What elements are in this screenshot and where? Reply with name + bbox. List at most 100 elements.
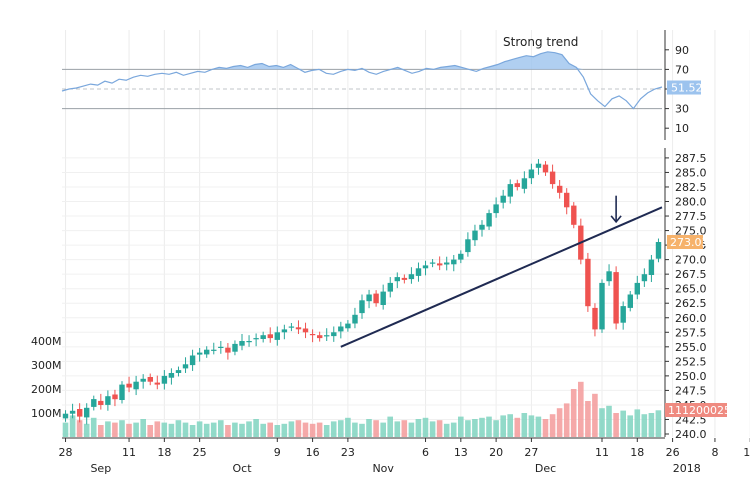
price-tick-label: 285.0 bbox=[675, 166, 707, 179]
candle-body bbox=[655, 242, 662, 259]
volume-bar bbox=[592, 393, 598, 437]
breakdown-arrow bbox=[610, 195, 622, 224]
x-month-label: Dec bbox=[535, 462, 556, 475]
candle-body bbox=[429, 262, 436, 264]
x-tick-label: 11 bbox=[595, 446, 609, 459]
price-tick-label: 240.0 bbox=[675, 428, 707, 441]
volume-bar bbox=[521, 413, 528, 437]
candle-body bbox=[408, 274, 415, 280]
volume-axis: 400M 300M 200M 100M bbox=[31, 335, 62, 420]
volume-bar bbox=[105, 421, 111, 437]
rsi-overbought-fill bbox=[62, 51, 662, 70]
volume-bar bbox=[323, 425, 330, 437]
candle-body bbox=[218, 346, 224, 348]
grid-lines bbox=[62, 30, 750, 437]
candle-body bbox=[359, 300, 365, 314]
volume-current-value: 111200025 bbox=[668, 404, 731, 417]
volume-bar bbox=[62, 422, 69, 437]
candle-body bbox=[592, 307, 598, 330]
rsi-tick-label: 30 bbox=[675, 103, 689, 116]
volume-tick-label: 400M bbox=[31, 335, 62, 348]
volume-bar bbox=[246, 421, 252, 437]
volume-bar bbox=[648, 413, 655, 437]
volume-bar bbox=[295, 420, 302, 437]
x-month-label: Sep bbox=[90, 462, 111, 475]
volume-current-badge bbox=[665, 403, 727, 417]
volume-bar bbox=[338, 420, 344, 437]
price-tick-label: 270.0 bbox=[675, 254, 707, 267]
arrow-head bbox=[610, 215, 622, 224]
volume-bar bbox=[500, 415, 506, 437]
volume-bar bbox=[507, 414, 513, 437]
candle-body bbox=[62, 413, 69, 419]
volume-bar bbox=[112, 422, 118, 437]
candle-body bbox=[486, 213, 492, 227]
candle-body bbox=[168, 373, 175, 378]
volume-bar bbox=[239, 423, 245, 437]
price-tick-label: 287.5 bbox=[675, 152, 707, 165]
candle-body bbox=[549, 171, 556, 185]
x-tick-label: 18 bbox=[157, 446, 171, 459]
candle-body bbox=[69, 410, 76, 414]
volume-bar bbox=[458, 416, 464, 437]
volume-bar bbox=[627, 415, 633, 437]
price-current-value: 273.03 bbox=[670, 236, 709, 249]
rsi-line bbox=[61, 51, 663, 110]
volume-bar bbox=[535, 416, 542, 437]
volume-bar bbox=[309, 423, 316, 437]
price-tick-label: 252.5 bbox=[675, 355, 707, 368]
volume-tick-label: 100M bbox=[31, 407, 62, 420]
candle-body bbox=[338, 326, 344, 332]
price-tick-label: 267.5 bbox=[675, 268, 707, 281]
candle-body bbox=[366, 294, 372, 302]
volume-bar bbox=[133, 422, 139, 437]
price-tick-label: 257.5 bbox=[675, 326, 707, 339]
volume-bar bbox=[479, 417, 485, 437]
candle-body bbox=[309, 334, 316, 336]
volume-bar bbox=[465, 420, 471, 437]
volume-tick-label: 200M bbox=[31, 383, 62, 396]
rsi-axis: 907050301051.52 bbox=[664, 30, 703, 140]
candle-body bbox=[77, 409, 83, 417]
candle-body bbox=[260, 335, 266, 339]
volume-bar bbox=[542, 419, 549, 437]
candle-body bbox=[599, 282, 605, 330]
rsi-panel: Strong trend bbox=[61, 35, 663, 110]
candle-body bbox=[274, 332, 280, 340]
x-tick-label: 25 bbox=[193, 446, 207, 459]
candle-body bbox=[98, 400, 104, 405]
candle-body bbox=[253, 338, 259, 340]
candle-body bbox=[302, 328, 309, 333]
candle-body bbox=[585, 258, 591, 307]
volume-bar bbox=[345, 417, 351, 437]
candle-body bbox=[105, 396, 111, 405]
volume-bar bbox=[182, 422, 189, 437]
candle-body bbox=[571, 205, 577, 225]
volume-bar bbox=[267, 422, 273, 437]
candle-body bbox=[295, 327, 302, 330]
volume-bar bbox=[436, 420, 443, 437]
candle-body bbox=[500, 195, 506, 203]
rsi-current-value: 51.52 bbox=[671, 82, 703, 95]
candle-body bbox=[175, 370, 182, 373]
volume-bar bbox=[232, 422, 238, 437]
price-tick-label: 247.5 bbox=[675, 384, 707, 397]
price-tick-label: 275.0 bbox=[675, 225, 707, 238]
x-tick-label: 28 bbox=[59, 446, 73, 459]
x-tick-label: 6 bbox=[422, 446, 429, 459]
volume-bar bbox=[556, 408, 563, 437]
volume-bar bbox=[225, 425, 231, 437]
volume-bar bbox=[161, 422, 168, 437]
volume-bar bbox=[274, 425, 281, 437]
candle-body bbox=[415, 268, 422, 276]
candle-body bbox=[479, 224, 485, 230]
candle-body bbox=[606, 271, 612, 282]
candle-body bbox=[373, 293, 379, 304]
candle-body bbox=[161, 375, 168, 384]
candle-body bbox=[246, 341, 252, 343]
x-month-label: 2018 bbox=[673, 462, 701, 475]
candle-body bbox=[542, 164, 549, 173]
candle-body bbox=[444, 262, 450, 265]
volume-bar bbox=[563, 403, 570, 437]
volume-bar bbox=[570, 389, 577, 437]
